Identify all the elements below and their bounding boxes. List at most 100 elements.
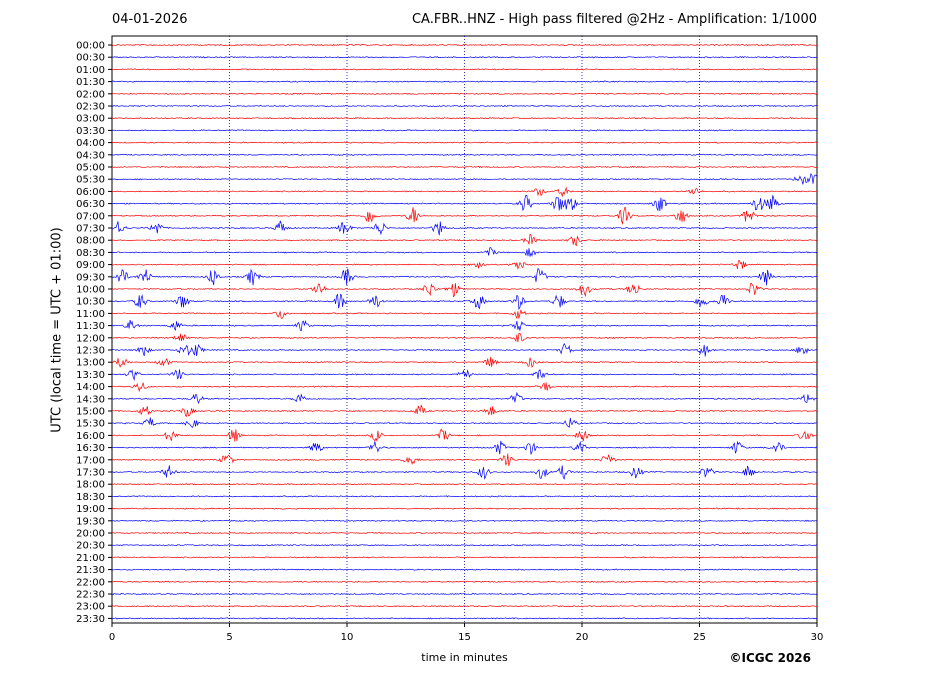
trace-1300 (111, 356, 818, 368)
y-tick-label: 14:30 (76, 394, 105, 405)
y-tick-label: 23:00 (76, 602, 105, 613)
trace-1400 (111, 382, 818, 393)
trace-0800 (111, 233, 818, 247)
trace-1230 (111, 342, 818, 357)
trace-1630 (111, 440, 818, 455)
y-tick-label: 03:00 (76, 114, 105, 125)
x-tick-label: 0 (109, 632, 115, 643)
trace-2000 (112, 531, 818, 535)
x-tick-label: 30 (811, 632, 824, 643)
y-tick-label: 13:30 (76, 370, 105, 381)
y-tick-label: 02:30 (76, 102, 105, 113)
trace-0200 (111, 92, 818, 95)
trace-1700 (111, 453, 818, 466)
x-tick-label: 25 (693, 632, 706, 643)
trace-0400 (111, 141, 818, 144)
y-tick-label: 13:00 (76, 358, 105, 369)
trace-0730 (111, 220, 818, 236)
y-tick-label: 20:00 (76, 529, 105, 540)
y-tick-label: 20:30 (76, 541, 105, 552)
trace-1000 (111, 283, 818, 298)
x-axis-label: time in minutes (421, 651, 508, 664)
trace-2130 (111, 568, 817, 571)
y-tick-label: 17:00 (76, 455, 105, 466)
y-tick-label: 08:00 (76, 236, 105, 247)
y-tick-label: 00:30 (76, 53, 105, 64)
y-tick-label: 11:30 (76, 321, 105, 332)
trace-1330 (111, 369, 818, 382)
y-tick-label: 15:30 (76, 419, 105, 430)
y-tick-label: 05:30 (76, 175, 105, 186)
x-tick-label: 5 (226, 632, 232, 643)
trace-0100 (111, 68, 818, 71)
y-tick-label: 09:30 (76, 272, 105, 283)
trace-2030 (111, 544, 818, 547)
x-tick-label: 15 (458, 632, 471, 643)
y-tick-label: 03:30 (76, 126, 105, 137)
trace-1030 (111, 293, 817, 310)
y-tick-label: 07:00 (76, 211, 105, 222)
y-tick-label: 15:00 (76, 407, 105, 418)
y-tick-label: 08:30 (76, 248, 105, 259)
y-tick-label: 21:00 (76, 553, 105, 564)
trace-2230 (111, 592, 818, 596)
y-tick-label: 19:30 (76, 516, 105, 527)
trace-0630 (111, 194, 818, 212)
trace-1730 (111, 465, 818, 480)
trace-1100 (111, 309, 818, 320)
y-tick-label: 16:30 (76, 443, 105, 454)
y-tick-label: 22:00 (76, 577, 105, 588)
trace-2300 (111, 605, 817, 608)
trace-0600 (111, 186, 818, 198)
y-tick-label: 19:00 (76, 504, 105, 515)
trace-0230 (111, 104, 817, 108)
trace-0030 (111, 56, 818, 59)
y-tick-label: 01:30 (76, 77, 105, 88)
y-tick-label: 17:30 (76, 468, 105, 479)
trace-0330 (111, 129, 818, 132)
y-axis-label: UTC (local time = UTC + 01:00) (49, 227, 65, 433)
trace-0430 (111, 153, 818, 156)
trace-1800 (111, 483, 818, 486)
trace-1130 (111, 319, 818, 332)
trace-2330 (111, 617, 818, 620)
y-tick-label: 14:00 (76, 382, 105, 393)
y-tick-label: 04:30 (76, 150, 105, 161)
trace-0500 (111, 165, 818, 169)
plot-date: 04-01-2026 (112, 12, 188, 27)
y-tick-label: 06:00 (76, 187, 105, 198)
trace-0930 (112, 267, 818, 286)
y-tick-label: 18:30 (76, 492, 105, 503)
x-tick-label: 20 (576, 632, 589, 643)
trace-1600 (111, 428, 818, 443)
trace-2100 (111, 556, 818, 559)
y-tick-label: 02:00 (76, 89, 105, 100)
trace-0130 (111, 80, 818, 83)
y-tick-label: 11:00 (76, 309, 105, 320)
trace-0700 (111, 207, 818, 225)
trace-1930 (111, 519, 818, 522)
y-tick-label: 12:00 (76, 333, 105, 344)
x-tick-label: 10 (341, 632, 354, 643)
y-tick-label: 09:00 (76, 260, 105, 271)
trace-1530 (112, 417, 818, 429)
trace-1830 (111, 495, 818, 498)
y-tick-label: 04:00 (76, 138, 105, 149)
y-tick-label: 06:30 (76, 199, 105, 210)
copyright-label: ©ICGC 2026 (729, 651, 811, 665)
trace-0000 (111, 43, 818, 47)
y-tick-label: 16:00 (76, 431, 105, 442)
y-tick-label: 21:30 (76, 565, 105, 576)
trace-2200 (111, 580, 818, 583)
trace-1500 (112, 404, 818, 418)
y-tick-label: 01:00 (76, 65, 105, 76)
trace-1430 (111, 391, 818, 404)
y-tick-label: 07:30 (76, 224, 105, 235)
trace-0300 (111, 117, 818, 120)
y-tick-label: 10:00 (76, 285, 105, 296)
y-tick-label: 22:30 (76, 590, 105, 601)
trace-1200 (111, 332, 818, 343)
trace-0530 (111, 172, 818, 185)
y-tick-label: 00:00 (76, 41, 105, 52)
trace-0830 (111, 247, 818, 257)
